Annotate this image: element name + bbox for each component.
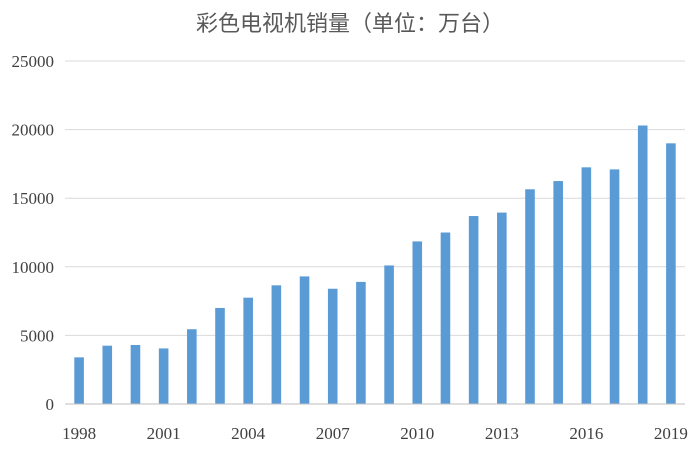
bar-2003 (215, 307, 225, 404)
y-tick-label: 20000 (12, 121, 55, 140)
x-tick-label: 2001 (147, 424, 181, 443)
bar-2000 (130, 345, 141, 404)
bar-2007 (327, 288, 338, 404)
bar-2012 (468, 216, 479, 404)
bar-2001 (158, 348, 169, 404)
chart-title: 彩色电视机销量（单位：万台） (195, 12, 504, 37)
bars (74, 125, 676, 404)
bar-2011 (440, 232, 451, 404)
bar-2002 (187, 329, 197, 404)
bar-2010 (412, 241, 423, 404)
y-tick-label: 10000 (12, 258, 55, 277)
y-tick-label: 0 (46, 395, 55, 414)
x-tick-label: 2004 (231, 424, 266, 443)
y-tick-label: 15000 (12, 189, 55, 208)
x-tick-label: 1998 (62, 424, 96, 443)
x-tick-label: 2016 (569, 424, 603, 443)
bar-2017 (609, 169, 620, 404)
x-tick-label: 2010 (400, 424, 434, 443)
bar-2018 (637, 125, 648, 404)
bar-2014 (525, 189, 535, 404)
y-axis: 0 5000 10000 15000 20000 25000 (12, 52, 55, 414)
bar-2006 (299, 276, 310, 404)
y-tick-label: 25000 (12, 52, 55, 71)
bar-1999 (102, 345, 113, 404)
x-tick-label: 2019 (654, 424, 688, 443)
bar-2009 (384, 265, 394, 404)
x-axis: 1998 2001 2004 2007 2010 2013 2016 2019 (62, 403, 688, 443)
bar-2008 (356, 281, 366, 404)
bar-2005 (271, 285, 282, 404)
gridlines (65, 60, 685, 336)
x-tick-label: 2007 (316, 424, 351, 443)
bar-2019 (666, 143, 676, 404)
bar-2013 (497, 212, 507, 404)
bar-2016 (581, 167, 592, 404)
bar-1998 (74, 357, 84, 404)
x-tick-label: 2013 (485, 424, 519, 443)
bar-2015 (553, 181, 563, 404)
y-tick-label: 5000 (20, 326, 54, 345)
bar-2004 (243, 297, 253, 404)
